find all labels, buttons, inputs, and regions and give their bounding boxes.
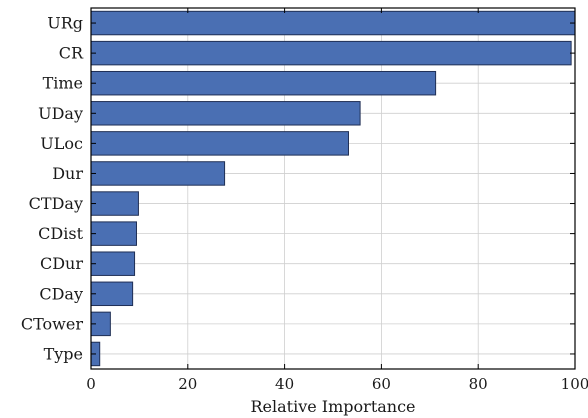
- category-label-ctower: CTower: [21, 314, 83, 333]
- bar-ctday: [90, 191, 139, 216]
- bar-cdur: [90, 251, 136, 276]
- x-tick-label: 80: [469, 375, 488, 393]
- category-label-cdist: CDist: [38, 224, 83, 243]
- bar-cday: [90, 281, 134, 307]
- bar-uloc: [90, 131, 349, 156]
- category-label-cr: CR: [59, 44, 84, 63]
- bars: [90, 10, 576, 367]
- plot-frame: [90, 7, 576, 370]
- category-label-ctday: CTDay: [29, 194, 83, 213]
- x-tick-label: 20: [178, 375, 197, 393]
- category-label-type: Type: [44, 344, 83, 363]
- category-label-dur: Dur: [52, 164, 83, 183]
- category-label-urg: URg: [47, 14, 83, 33]
- category-labels: URg CR Time UDay ULoc Dur CTDay CDist CDur CDay CT…: [21, 14, 84, 364]
- bar-dur: [90, 161, 226, 186]
- x-tick-label: 60: [372, 375, 391, 393]
- category-label-time: Time: [43, 74, 83, 93]
- x-tick-labels: 0 20 40 60 80 100: [86, 375, 588, 393]
- category-label-uday: UDay: [38, 104, 83, 123]
- category-label-cday: CDay: [39, 284, 83, 303]
- bar-time: [90, 70, 437, 96]
- category-label-cdur: CDur: [40, 254, 83, 273]
- bar-cdist: [90, 221, 137, 246]
- x-axis-title: Relative Importance: [250, 397, 415, 416]
- ticks: [90, 8, 576, 369]
- bar-urg: [90, 10, 576, 36]
- x-tick-label: 100: [561, 375, 588, 393]
- bar-cr: [90, 40, 572, 66]
- x-tick-label: 40: [275, 375, 294, 393]
- category-label-uloc: ULoc: [40, 134, 83, 153]
- x-tick-label: 0: [86, 375, 96, 393]
- bar-uday: [90, 101, 361, 126]
